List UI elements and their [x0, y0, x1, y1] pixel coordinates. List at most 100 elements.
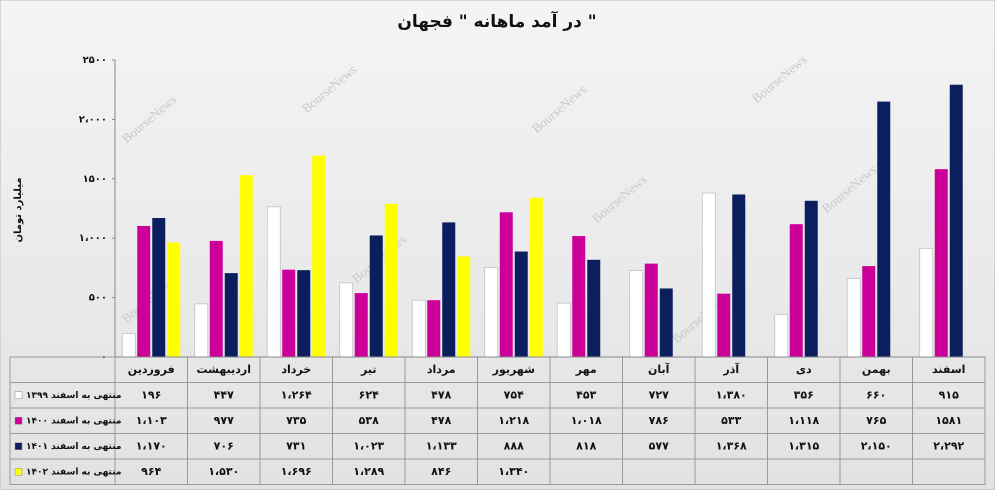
bar — [354, 293, 368, 357]
bar — [862, 266, 876, 357]
table-value: ۹۶۴ — [141, 465, 161, 478]
bar — [194, 303, 209, 358]
x-tick-label: اردیبهشت — [197, 363, 251, 376]
bar — [587, 259, 601, 357]
bar — [239, 175, 253, 357]
table-value: ۷۵۴ — [504, 388, 524, 401]
table-value: ۶۲۴ — [359, 388, 379, 401]
legend-label: منتهی به اسفند ۱۴۰۲ — [26, 467, 121, 477]
table-value: ۴۵۳ — [576, 388, 596, 401]
x-tick-label: تیر — [360, 363, 376, 376]
bar — [484, 267, 499, 358]
y-tick-label: ۱،۰۰۰ — [79, 233, 107, 244]
bar — [529, 197, 543, 357]
table-value: ۱،۰۲۳ — [353, 439, 384, 452]
bar — [717, 293, 731, 357]
table-value: ۱،۱۷۰ — [136, 439, 167, 452]
table-value: ۱،۶۹۶ — [281, 465, 312, 478]
table-value: ۷۰۶ — [214, 439, 234, 452]
y-axis-label: میلیارد تومان — [13, 177, 24, 242]
table-value: ۱۹۶ — [141, 388, 161, 401]
y-tick-label: ۲،۰۰۰ — [79, 114, 107, 125]
table-value: ۴۷۸ — [431, 414, 451, 427]
x-tick-label: اسفند — [932, 363, 965, 376]
table-value: ۱،۱۳۳ — [426, 439, 457, 452]
bar — [701, 192, 716, 358]
table-value: ۱،۳۶۸ — [716, 439, 747, 452]
bar — [152, 218, 166, 357]
bar — [442, 222, 456, 357]
bar — [514, 251, 528, 357]
x-tick-label: فروردین — [128, 363, 175, 376]
legend-swatch — [14, 391, 23, 399]
table-value: ۹۷۷ — [214, 414, 234, 427]
bar — [877, 101, 891, 357]
legend-label: منتهی به اسفند ۱۴۰۱ — [26, 442, 121, 452]
table-value: ۱،۱۰۳ — [136, 414, 167, 427]
bar — [266, 206, 281, 358]
table-value: ۲،۲۹۲ — [933, 439, 964, 452]
table-value: ۸۸۸ — [504, 439, 524, 452]
table-value: ۷۲۷ — [649, 388, 669, 401]
table-value: ۷۳۵ — [286, 414, 306, 427]
table-value: ۷۶۵ — [866, 414, 886, 427]
bar — [384, 203, 398, 357]
table-value: ۱۵۸۱ — [935, 414, 962, 427]
bar — [934, 169, 948, 357]
chart-title: در آمد ماهانه " فجهان " — [397, 10, 596, 32]
bar — [167, 242, 181, 357]
table-value: ۹۱۵ — [939, 388, 959, 401]
bar — [369, 235, 383, 357]
bar — [732, 194, 746, 357]
x-tick-label: آبان — [648, 362, 670, 376]
table-value: ۸۴۶ — [431, 465, 451, 478]
bar — [804, 200, 818, 357]
table-value: ۱،۲۸۹ — [353, 465, 384, 478]
table-value: ۷۳۱ — [286, 439, 306, 452]
y-tick-label: ۵۰۰ — [89, 293, 107, 304]
table-value: ۸۱۸ — [576, 439, 596, 452]
x-tick-label: بهمن — [862, 363, 891, 376]
legend-swatch — [14, 468, 23, 476]
bar — [297, 270, 311, 357]
bar — [339, 282, 354, 358]
bar — [556, 302, 571, 358]
table-value: ۱،۵۳۰ — [208, 465, 239, 478]
bar — [224, 273, 238, 357]
table-value: ۱،۲۶۴ — [281, 388, 312, 401]
x-tick-label: شهریور — [492, 363, 535, 376]
table-value: ۵۷۷ — [649, 439, 669, 452]
bar — [499, 212, 513, 357]
y-tick-label: ۱۵۰۰ — [83, 174, 107, 185]
legend-swatch — [14, 417, 23, 425]
bar — [774, 314, 789, 358]
bar — [282, 269, 296, 357]
bar — [427, 300, 441, 357]
table-value: ۱،۲۱۸ — [498, 414, 529, 427]
table-value: ۳۵۶ — [794, 388, 814, 401]
bar — [121, 333, 136, 358]
bar — [572, 236, 586, 357]
table-value: ۱،۳۸۰ — [716, 388, 747, 401]
table-value: ۷۸۶ — [649, 414, 669, 427]
bar — [137, 225, 151, 357]
x-tick-label: مهر — [575, 363, 597, 376]
table-value: ۵۳۳ — [721, 414, 741, 427]
bar — [209, 240, 223, 357]
legend-label: منتهی به اسفند ۱۳۹۹ — [26, 391, 121, 401]
x-tick-label: دی — [796, 363, 812, 376]
table-value: ۱،۱۱۸ — [788, 414, 819, 427]
x-tick-label: خرداد — [281, 363, 311, 376]
table-value: ۱،۰۱۸ — [571, 414, 602, 427]
bar — [949, 84, 963, 358]
x-tick-label: آذر — [722, 362, 739, 376]
bar — [644, 263, 658, 357]
x-tick-label: مرداد — [427, 363, 456, 376]
bar — [846, 278, 861, 358]
bar — [312, 155, 326, 357]
bar — [789, 224, 803, 357]
table-value: ۶۶۰ — [866, 388, 886, 401]
table-value: ۱،۳۴۰ — [498, 465, 529, 478]
table-value: ۴۴۷ — [214, 388, 234, 401]
